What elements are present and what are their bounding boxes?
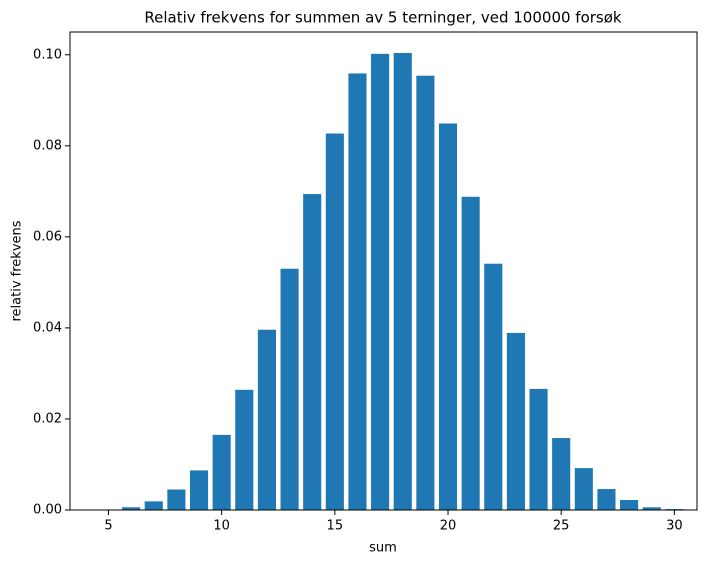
bar [235,389,254,510]
y-tick-label: 0.04 [33,320,62,335]
bar [597,489,616,510]
x-tick-label: 20 [440,519,457,534]
bar [122,507,141,510]
bar [167,489,186,510]
bar [506,332,525,510]
bar [438,123,458,510]
x-tick-label: 10 [213,519,230,534]
bar [189,470,209,510]
bar [325,133,344,510]
bar [484,263,503,510]
bar [461,196,480,510]
bar [144,501,163,510]
bar [303,194,322,510]
bar [552,438,571,510]
x-tick-label: 30 [666,519,683,534]
bar [529,388,548,510]
y-tick-label: 0.06 [33,229,62,244]
bar [280,268,299,510]
y-axis-label: relativ frekvens [10,220,25,321]
chart-title: Relativ frekvens for summen av 5 terning… [144,9,622,27]
x-tick-label: 25 [553,519,570,534]
bar [348,73,367,510]
bar [642,507,661,510]
x-tick-label: 15 [327,519,344,534]
y-tick-label: 0.08 [33,138,62,153]
bar [574,468,593,510]
plot-frame [69,31,698,511]
bar [257,329,276,510]
y-tick-label: 0.10 [33,47,62,62]
bar [212,434,231,510]
bar [393,52,412,511]
x-axis-label: sum [369,541,397,556]
y-tick-label: 0.00 [33,503,62,518]
bar [371,53,390,510]
bar [416,75,435,511]
bar [620,499,639,510]
y-tick-label: 0.02 [33,411,62,426]
x-tick-label: 5 [104,519,112,534]
